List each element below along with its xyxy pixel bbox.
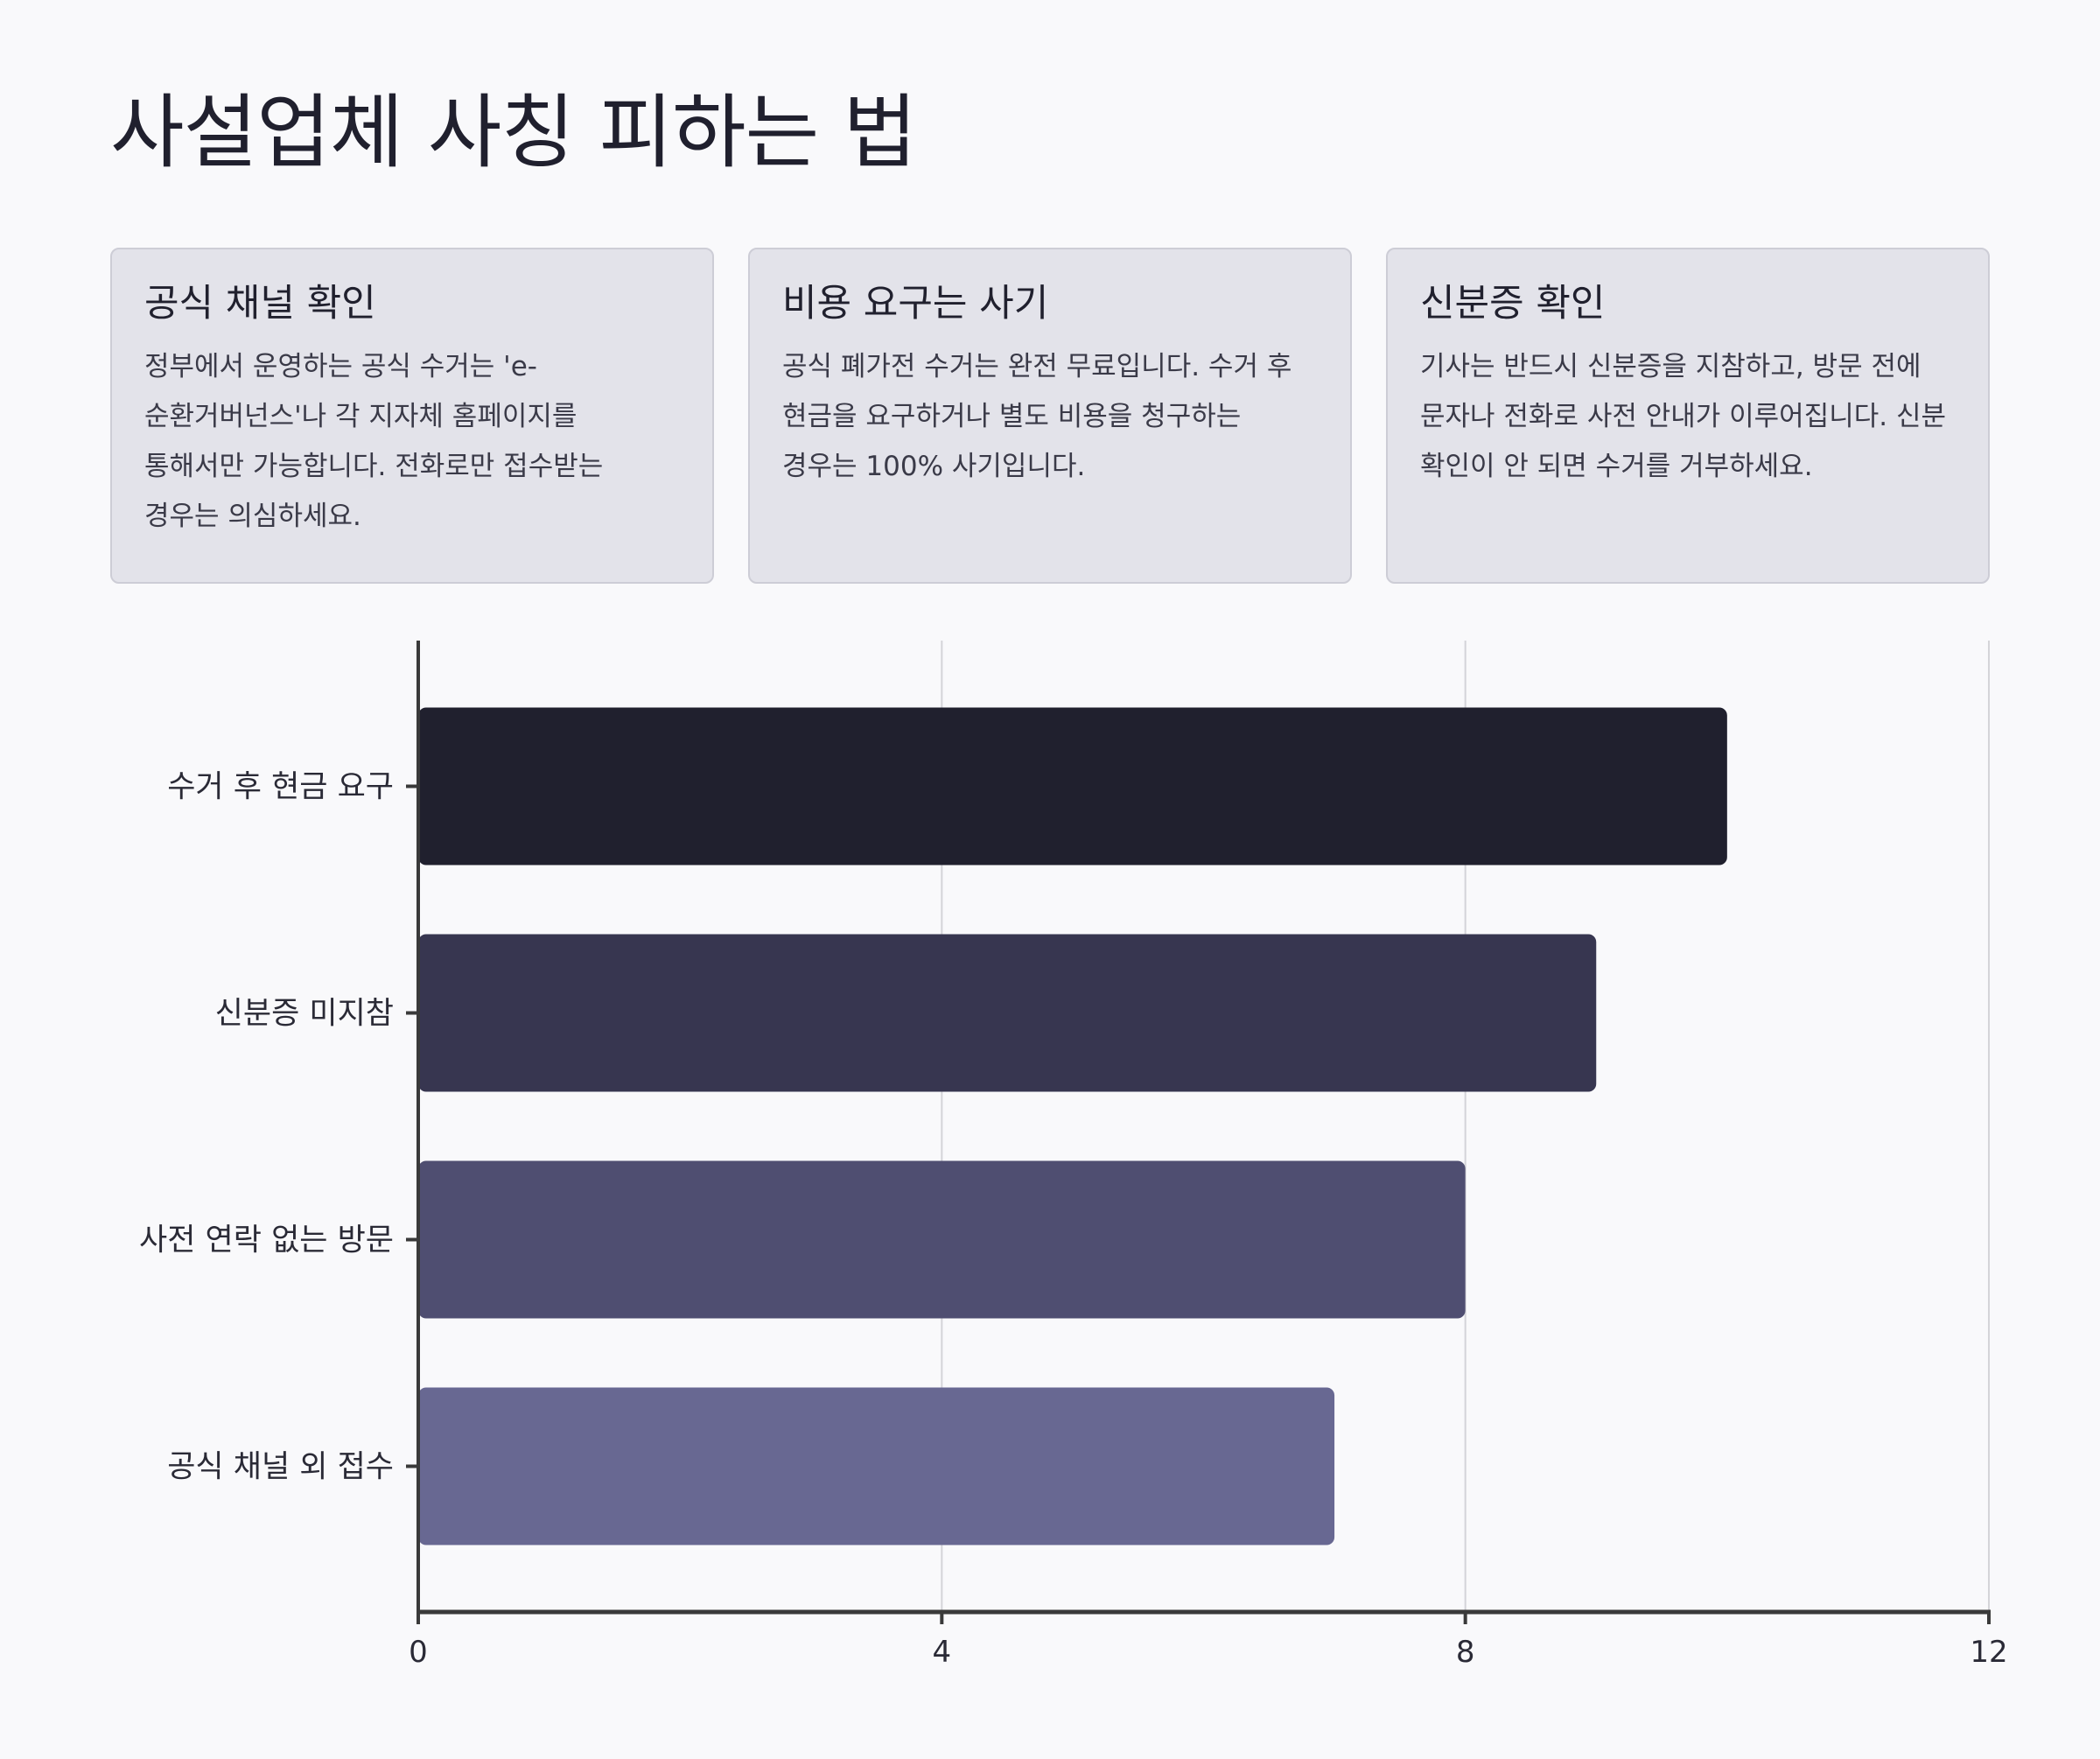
- category-label: 수거 후 현금 요구: [167, 770, 394, 805]
- category-label: 공식 채널 외 접수: [167, 1450, 394, 1485]
- bar: [418, 1160, 1466, 1319]
- card-title: 신분증 확인: [1420, 282, 1606, 326]
- tip-card-official-channel: 공식 채널 확인 정부에서 운영하는 공식 수거는 'e-순환거버넌스'나 각 …: [110, 248, 714, 584]
- bar: [418, 934, 1597, 1092]
- x-tick-label: 0: [409, 1635, 428, 1670]
- card-body: 기사는 반드시 신분증을 지참하고, 방문 전에 문자나 전화로 사전 안내가 …: [1420, 351, 1947, 482]
- bar: [418, 1387, 1335, 1545]
- bar: [418, 707, 1727, 865]
- category-label: 신분증 미지참: [215, 997, 394, 1032]
- card-title: 공식 채널 확인: [144, 282, 376, 326]
- card-title: 비용 요구는 사기: [782, 282, 1049, 326]
- card-body: 공식 폐가전 수거는 완전 무료입니다. 수거 후 현금을 요구하거나 별도 비…: [782, 351, 1292, 482]
- x-tick-label: 8: [1456, 1635, 1475, 1670]
- tip-card-cost-scam: 비용 요구는 사기 공식 폐가전 수거는 완전 무료입니다. 수거 후 현금을 …: [748, 248, 1352, 584]
- x-tick-label: 12: [1970, 1635, 2007, 1670]
- page-title: 사설업체 사칭 피하는 법: [110, 86, 917, 179]
- x-tick-label: 4: [933, 1635, 952, 1670]
- tips-cards: 공식 채널 확인 정부에서 운영하는 공식 수거는 'e-순환거버넌스'나 각 …: [110, 248, 1990, 584]
- tip-card-id-check: 신분증 확인 기사는 반드시 신분증을 지참하고, 방문 전에 문자나 전화로 …: [1386, 248, 1990, 584]
- category-label: 사전 연락 없는 방문: [139, 1223, 394, 1258]
- card-body: 정부에서 운영하는 공식 수거는 'e-순환거버넌스'나 각 지자체 홈페이지를…: [144, 351, 604, 532]
